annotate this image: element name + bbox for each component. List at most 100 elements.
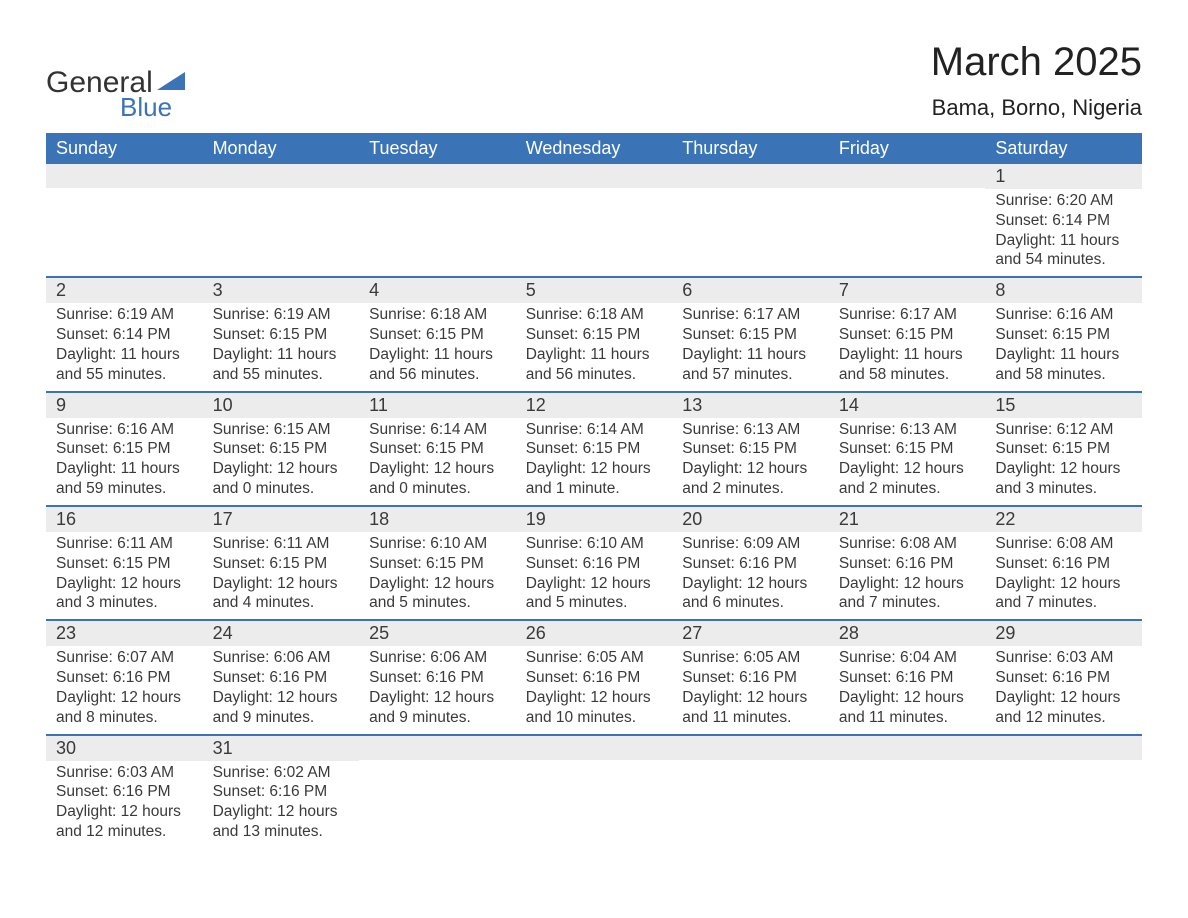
day-details: Sunrise: 6:11 AMSunset: 6:15 PMDaylight:… xyxy=(203,532,360,613)
calendar-day: 16Sunrise: 6:11 AMSunset: 6:15 PMDayligh… xyxy=(46,507,203,619)
calendar-day: 7Sunrise: 6:17 AMSunset: 6:15 PMDaylight… xyxy=(829,278,986,390)
day-header-cell: Wednesday xyxy=(516,133,673,164)
day-details: Sunrise: 6:03 AMSunset: 6:16 PMDaylight:… xyxy=(46,761,203,842)
daylight-text-1: Daylight: 12 hours xyxy=(682,574,819,594)
day-number: 22 xyxy=(985,507,1142,532)
sunrise-text: Sunrise: 6:20 AM xyxy=(995,191,1132,211)
daylight-text-2: and 1 minute. xyxy=(526,479,663,499)
day-number: 13 xyxy=(672,393,829,418)
sunset-text: Sunset: 6:14 PM xyxy=(995,211,1132,231)
calendar-day: 25Sunrise: 6:06 AMSunset: 6:16 PMDayligh… xyxy=(359,621,516,733)
day-details: Sunrise: 6:11 AMSunset: 6:15 PMDaylight:… xyxy=(46,532,203,613)
calendar-day: 30Sunrise: 6:03 AMSunset: 6:16 PMDayligh… xyxy=(46,736,203,848)
day-number: 29 xyxy=(985,621,1142,646)
sunrise-text: Sunrise: 6:10 AM xyxy=(369,534,506,554)
daylight-text-1: Daylight: 12 hours xyxy=(213,459,350,479)
page-location: Bama, Borno, Nigeria xyxy=(931,95,1142,121)
day-number: 30 xyxy=(46,736,203,761)
day-number xyxy=(203,164,360,188)
daylight-text-1: Daylight: 11 hours xyxy=(526,345,663,365)
sunset-text: Sunset: 6:16 PM xyxy=(213,782,350,802)
sunrise-text: Sunrise: 6:03 AM xyxy=(56,763,193,783)
daylight-text-2: and 0 minutes. xyxy=(213,479,350,499)
daylight-text-1: Daylight: 12 hours xyxy=(369,459,506,479)
calendar-day-empty xyxy=(672,736,829,848)
calendar-day-empty xyxy=(359,736,516,848)
day-number xyxy=(829,164,986,188)
calendar-week: 16Sunrise: 6:11 AMSunset: 6:15 PMDayligh… xyxy=(46,507,1142,621)
day-details: Sunrise: 6:06 AMSunset: 6:16 PMDaylight:… xyxy=(359,646,516,727)
calendar-day: 18Sunrise: 6:10 AMSunset: 6:15 PMDayligh… xyxy=(359,507,516,619)
sunset-text: Sunset: 6:16 PM xyxy=(995,668,1132,688)
day-details: Sunrise: 6:19 AMSunset: 6:15 PMDaylight:… xyxy=(203,303,360,384)
day-number: 26 xyxy=(516,621,673,646)
calendar-day: 3Sunrise: 6:19 AMSunset: 6:15 PMDaylight… xyxy=(203,278,360,390)
sunrise-text: Sunrise: 6:13 AM xyxy=(682,420,819,440)
calendar-day: 14Sunrise: 6:13 AMSunset: 6:15 PMDayligh… xyxy=(829,393,986,505)
sunset-text: Sunset: 6:16 PM xyxy=(56,668,193,688)
daylight-text-2: and 3 minutes. xyxy=(995,479,1132,499)
calendar-day: 15Sunrise: 6:12 AMSunset: 6:15 PMDayligh… xyxy=(985,393,1142,505)
day-number: 15 xyxy=(985,393,1142,418)
day-details: Sunrise: 6:19 AMSunset: 6:14 PMDaylight:… xyxy=(46,303,203,384)
day-details: Sunrise: 6:02 AMSunset: 6:16 PMDaylight:… xyxy=(203,761,360,842)
sunrise-text: Sunrise: 6:08 AM xyxy=(839,534,976,554)
day-header-cell: Friday xyxy=(829,133,986,164)
sunset-text: Sunset: 6:15 PM xyxy=(213,554,350,574)
sunrise-text: Sunrise: 6:02 AM xyxy=(213,763,350,783)
sunset-text: Sunset: 6:16 PM xyxy=(682,554,819,574)
day-header-cell: Tuesday xyxy=(359,133,516,164)
daylight-text-1: Daylight: 12 hours xyxy=(56,574,193,594)
day-number: 2 xyxy=(46,278,203,303)
sunset-text: Sunset: 6:15 PM xyxy=(526,439,663,459)
daylight-text-1: Daylight: 11 hours xyxy=(995,231,1132,251)
daylight-text-2: and 6 minutes. xyxy=(682,593,819,613)
day-number: 25 xyxy=(359,621,516,646)
sunset-text: Sunset: 6:16 PM xyxy=(839,668,976,688)
sunrise-text: Sunrise: 6:10 AM xyxy=(526,534,663,554)
calendar-day-empty xyxy=(985,736,1142,848)
calendar-day: 20Sunrise: 6:09 AMSunset: 6:16 PMDayligh… xyxy=(672,507,829,619)
calendar-day: 29Sunrise: 6:03 AMSunset: 6:16 PMDayligh… xyxy=(985,621,1142,733)
sunset-text: Sunset: 6:15 PM xyxy=(56,439,193,459)
day-number: 18 xyxy=(359,507,516,532)
calendar-week: 30Sunrise: 6:03 AMSunset: 6:16 PMDayligh… xyxy=(46,736,1142,848)
day-details: Sunrise: 6:16 AMSunset: 6:15 PMDaylight:… xyxy=(985,303,1142,384)
calendar-day: 9Sunrise: 6:16 AMSunset: 6:15 PMDaylight… xyxy=(46,393,203,505)
day-details: Sunrise: 6:14 AMSunset: 6:15 PMDaylight:… xyxy=(359,418,516,499)
sunset-text: Sunset: 6:15 PM xyxy=(369,554,506,574)
sunrise-text: Sunrise: 6:13 AM xyxy=(839,420,976,440)
sunrise-text: Sunrise: 6:05 AM xyxy=(526,648,663,668)
day-details: Sunrise: 6:14 AMSunset: 6:15 PMDaylight:… xyxy=(516,418,673,499)
daylight-text-1: Daylight: 11 hours xyxy=(369,345,506,365)
sunset-text: Sunset: 6:15 PM xyxy=(56,554,193,574)
calendar-day: 1Sunrise: 6:20 AMSunset: 6:14 PMDaylight… xyxy=(985,164,1142,276)
daylight-text-2: and 11 minutes. xyxy=(839,708,976,728)
daylight-text-1: Daylight: 11 hours xyxy=(682,345,819,365)
calendar-week: 1Sunrise: 6:20 AMSunset: 6:14 PMDaylight… xyxy=(46,164,1142,278)
daylight-text-1: Daylight: 12 hours xyxy=(995,574,1132,594)
calendar-day: 19Sunrise: 6:10 AMSunset: 6:16 PMDayligh… xyxy=(516,507,673,619)
calendar-day: 11Sunrise: 6:14 AMSunset: 6:15 PMDayligh… xyxy=(359,393,516,505)
sunrise-text: Sunrise: 6:19 AM xyxy=(213,305,350,325)
sunset-text: Sunset: 6:15 PM xyxy=(369,439,506,459)
daylight-text-2: and 59 minutes. xyxy=(56,479,193,499)
sunset-text: Sunset: 6:16 PM xyxy=(682,668,819,688)
day-number: 24 xyxy=(203,621,360,646)
day-details: Sunrise: 6:05 AMSunset: 6:16 PMDaylight:… xyxy=(516,646,673,727)
daylight-text-1: Daylight: 11 hours xyxy=(56,459,193,479)
daylight-text-1: Daylight: 11 hours xyxy=(56,345,193,365)
sunrise-text: Sunrise: 6:06 AM xyxy=(213,648,350,668)
day-header-cell: Sunday xyxy=(46,133,203,164)
day-number xyxy=(46,164,203,188)
sunrise-text: Sunrise: 6:09 AM xyxy=(682,534,819,554)
day-number: 14 xyxy=(829,393,986,418)
daylight-text-1: Daylight: 12 hours xyxy=(369,688,506,708)
calendar-day-empty xyxy=(516,736,673,848)
sunset-text: Sunset: 6:15 PM xyxy=(839,325,976,345)
day-details: Sunrise: 6:04 AMSunset: 6:16 PMDaylight:… xyxy=(829,646,986,727)
daylight-text-1: Daylight: 12 hours xyxy=(995,688,1132,708)
calendar-day-empty xyxy=(829,736,986,848)
calendar-day-empty xyxy=(672,164,829,276)
day-details: Sunrise: 6:12 AMSunset: 6:15 PMDaylight:… xyxy=(985,418,1142,499)
